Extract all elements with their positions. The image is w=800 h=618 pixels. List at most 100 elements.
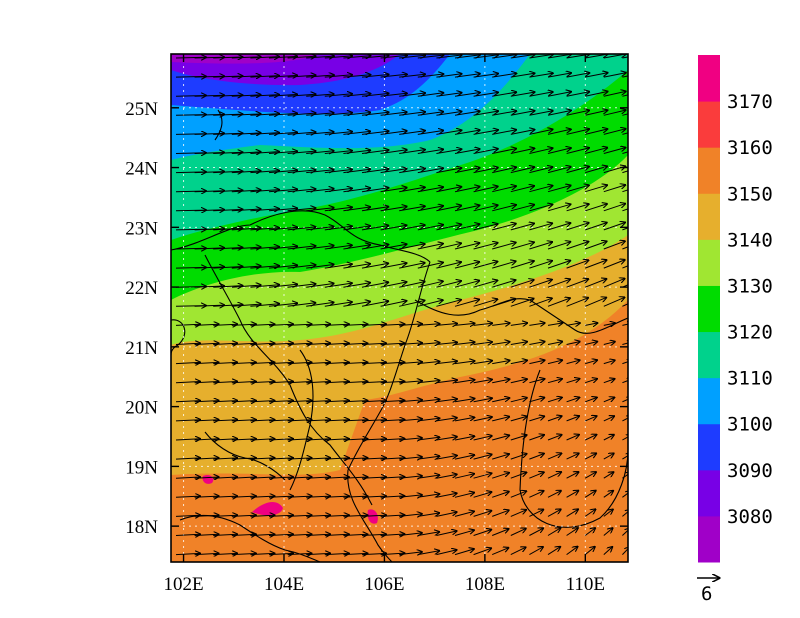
wind-vector-485 — [361, 420, 386, 421]
wind-vector-210 — [361, 207, 388, 212]
wind-vector-446 — [566, 379, 580, 384]
wind-vector-309 — [343, 283, 370, 288]
wind-vector-491 — [473, 417, 492, 422]
wind-vector-509 — [343, 439, 367, 440]
wind-vector-31 — [287, 75, 316, 77]
wind-vector-310 — [361, 282, 388, 288]
wind-vector-618 — [510, 510, 526, 517]
wind-vector-90 — [454, 111, 480, 116]
wind-vector-561 — [380, 477, 405, 478]
wind-vector-415 — [454, 361, 475, 364]
wind-vector-156 — [287, 170, 316, 173]
wind-vector-73 — [603, 91, 626, 97]
wind-vector-339 — [436, 300, 461, 307]
x-axis: 102E 104E 106E 108E 110E — [164, 54, 605, 595]
wind-vector-329 — [250, 304, 279, 307]
wind-vector-411 — [380, 362, 405, 363]
wind-vector-575 — [175, 496, 200, 497]
wind-vector-53 — [231, 95, 261, 96]
wind-vector-60 — [361, 93, 389, 96]
wind-vector-124 — [622, 132, 628, 135]
wind-vector-141 — [473, 149, 498, 154]
wind-vector-113 — [417, 131, 443, 135]
wind-vector-355 — [268, 324, 293, 325]
wind-vector-33 — [324, 75, 352, 77]
colorbar-label-3: 3110 — [727, 368, 773, 390]
wind-vector-9 — [343, 56, 370, 58]
wind-vector-455 — [268, 401, 293, 402]
wind-vector-551 — [194, 477, 219, 478]
wind-vector-224 — [622, 208, 628, 212]
wind-vector-43 — [510, 73, 535, 78]
wind-vector-614 — [436, 512, 456, 517]
wind-vector-434 — [343, 382, 367, 383]
wind-vector-554 — [250, 477, 274, 478]
wind-vector-473 — [603, 398, 615, 403]
wind-vector-167 — [492, 167, 516, 174]
wind-vector-265 — [454, 243, 479, 250]
wind-vector-560 — [361, 477, 386, 478]
wind-vector-477 — [213, 420, 237, 421]
wind-vector-194 — [529, 186, 552, 193]
wind-vector-155 — [268, 170, 297, 172]
wind-vector-204 — [250, 209, 279, 211]
wind-vector-511 — [380, 439, 405, 440]
wind-vector-330 — [268, 303, 297, 307]
wind-vector-626 — [194, 534, 219, 535]
wind-vector-187 — [399, 187, 425, 193]
wind-vector-670 — [547, 547, 560, 556]
wind-vector-378 — [231, 343, 256, 344]
wind-vector-84 — [343, 113, 370, 116]
wind-vector-406 — [287, 362, 312, 363]
wind-vector-484 — [343, 420, 367, 421]
wind-vector-91 — [473, 111, 498, 116]
wind-vector-228 — [231, 228, 261, 230]
wind-vector-252 — [213, 248, 242, 250]
wind-vector-384 — [343, 343, 367, 344]
wind-vector-40 — [454, 74, 480, 78]
wind-vector-624 — [622, 510, 628, 517]
wind-vector-253 — [231, 247, 261, 249]
wind-vector-214 — [436, 206, 461, 212]
wind-vector-584 — [343, 496, 367, 497]
wind-vector-503 — [231, 439, 256, 440]
wind-vector-129 — [250, 152, 279, 154]
wind-vector-130 — [268, 151, 297, 153]
wind-vector-3 — [231, 57, 261, 58]
colorbar-swatch-7 — [698, 193, 720, 240]
wind-vector-577 — [213, 496, 237, 497]
wind-vector-51 — [194, 95, 225, 96]
wind-vector-151 — [194, 172, 225, 173]
wind-vector-425 — [175, 382, 200, 383]
wind-vector-61 — [380, 93, 407, 96]
wind-vector-655 — [268, 553, 293, 554]
wind-vector-227 — [213, 228, 242, 230]
wind-vector-537 — [399, 457, 422, 459]
wind-vector-633 — [324, 534, 349, 535]
wind-vector-585 — [361, 496, 386, 497]
wind-vector-248 — [603, 223, 625, 231]
wind-vector-32 — [306, 75, 334, 77]
wind-vector-321 — [566, 279, 589, 288]
wind-vector-18 — [510, 55, 535, 59]
wind-vector-377 — [213, 343, 237, 344]
colorbar-swatch-2 — [698, 423, 720, 471]
wind-vector-671 — [566, 547, 578, 556]
wind-vector-410 — [361, 362, 386, 363]
wind-vector-598 — [603, 491, 613, 498]
wind-vector-368 — [510, 323, 527, 325]
wind-vector-262 — [399, 244, 425, 250]
wind-vector-212 — [399, 206, 425, 212]
wind-vector-444 — [529, 379, 544, 384]
wind-vector-510 — [361, 439, 386, 440]
wind-vector-36 — [380, 74, 407, 77]
wind-vector-197 — [585, 185, 607, 193]
wind-vector-532 — [306, 458, 330, 459]
wind-vector-465 — [454, 399, 474, 402]
wind-vector-350 — [175, 324, 200, 325]
reference-vector: 6 — [697, 578, 719, 605]
wind-vector-274 — [622, 246, 628, 250]
wind-vector-301 — [194, 286, 225, 287]
wind-vector-114 — [436, 130, 461, 135]
